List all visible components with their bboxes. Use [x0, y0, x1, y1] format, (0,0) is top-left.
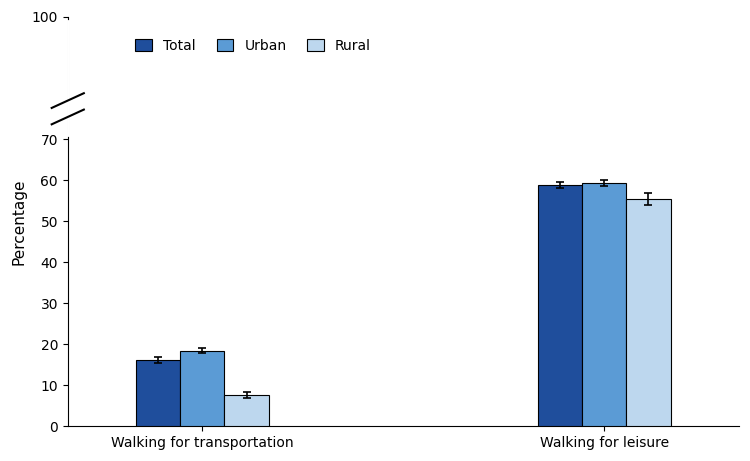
Bar: [136, 360, 180, 426]
Legend: Total, Urban, Rural: Total, Urban, Rural: [128, 32, 378, 59]
Bar: [224, 395, 268, 426]
Bar: [538, 185, 582, 426]
Bar: [626, 199, 670, 426]
Bar: [582, 183, 626, 426]
Y-axis label: Percentage: Percentage: [11, 178, 26, 265]
Bar: [180, 351, 224, 426]
